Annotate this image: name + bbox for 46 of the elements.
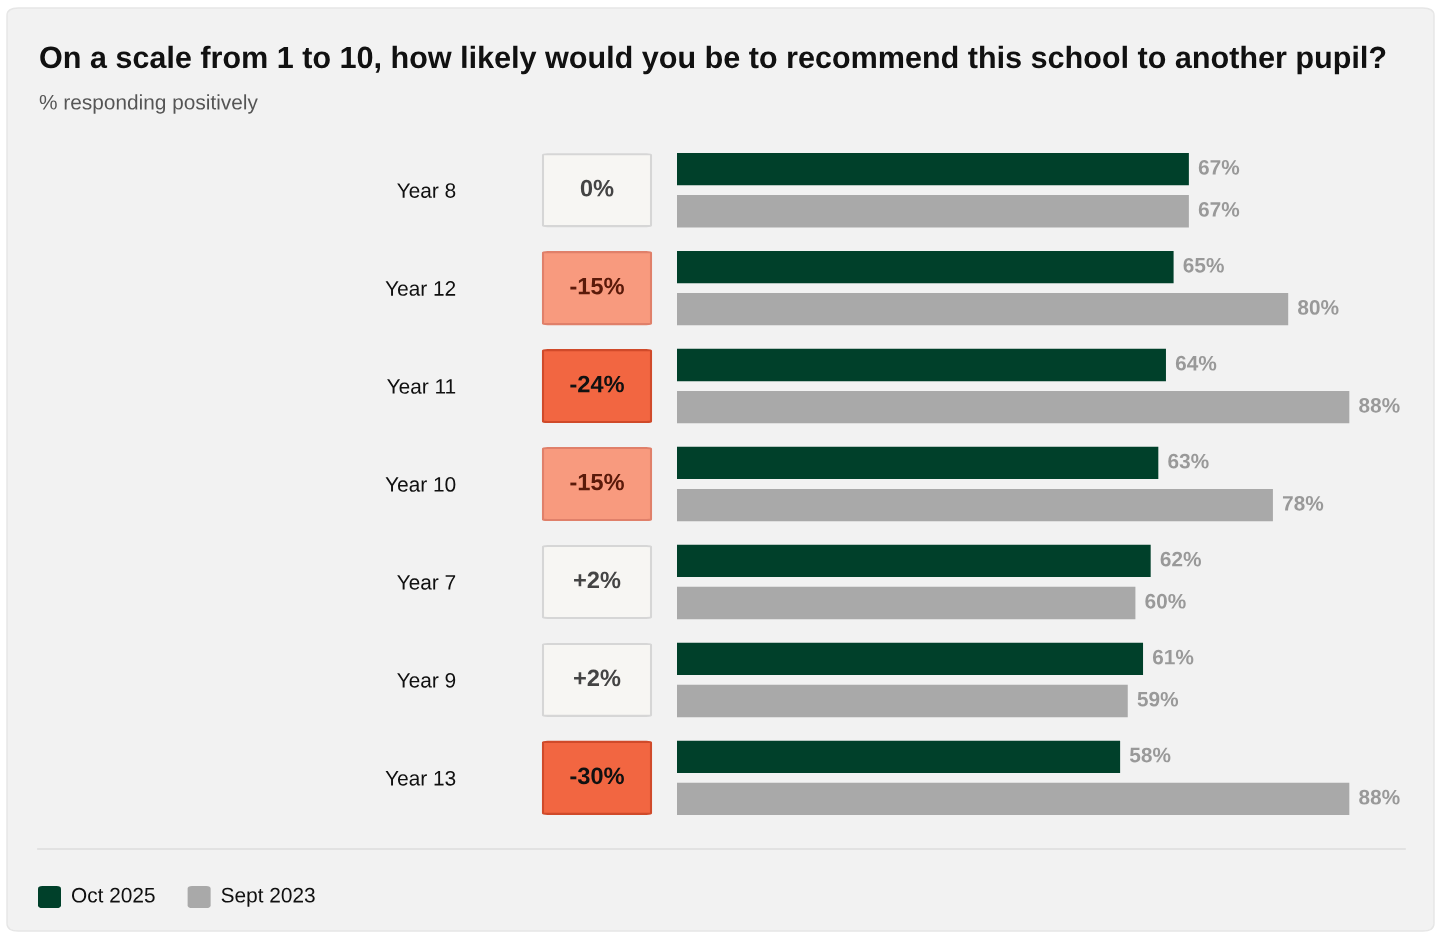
y-tick-label: Year 9 <box>397 672 456 688</box>
y-tick-label: Year 7 <box>397 575 456 590</box>
text: % responding positively <box>39 94 258 114</box>
text: -24% <box>570 375 624 393</box>
data-label: 60% <box>1145 593 1186 609</box>
bar <box>677 390 1350 424</box>
data-label: 61% <box>1152 649 1194 665</box>
y-tick-label: Year 10 <box>385 477 456 492</box>
bar <box>677 586 1136 620</box>
data-label: 67% <box>1198 159 1240 175</box>
bar <box>677 250 1174 284</box>
data-label: 88% <box>1359 397 1400 413</box>
text: -15% <box>570 277 624 295</box>
y-tick-label: Year 11 <box>387 379 456 394</box>
data-label: 78% <box>1282 495 1324 511</box>
bar <box>677 446 1159 480</box>
text: -15% <box>570 473 624 491</box>
data-label: 63% <box>1168 453 1209 469</box>
bar <box>677 684 1128 718</box>
data-label: 88% <box>1359 789 1400 805</box>
bar <box>677 152 1189 186</box>
y-tick-label: Year 13 <box>385 770 456 786</box>
text: 0% <box>580 179 614 197</box>
bar <box>677 348 1166 382</box>
bar <box>677 195 1189 228</box>
text: +2% <box>574 669 621 687</box>
text: +2% <box>574 571 621 589</box>
bar <box>677 740 1121 773</box>
data-label: 80% <box>1298 300 1339 315</box>
bar <box>677 488 1273 522</box>
y-tick-label: Year 8 <box>397 183 456 198</box>
data-label: 59% <box>1137 691 1179 707</box>
data-label: 64% <box>1175 355 1217 371</box>
legend-label: Sept 2023 <box>221 887 315 907</box>
chart-title: On a scale from 1 to 10, how likely would you be to recommend this school to another pupil? <box>40 45 1386 75</box>
data-label: 62% <box>1160 551 1201 567</box>
legend-label: Oct 2025 <box>71 887 155 903</box>
bar <box>677 642 1144 676</box>
bar <box>677 293 1289 326</box>
bar <box>677 544 1151 578</box>
y-tick-label: Year 12 <box>385 281 456 296</box>
bar <box>677 782 1350 816</box>
data-label: 65% <box>1183 257 1224 273</box>
data-label: 67% <box>1198 202 1240 217</box>
data-label: 58% <box>1129 747 1171 763</box>
text: -30% <box>570 767 624 785</box>
